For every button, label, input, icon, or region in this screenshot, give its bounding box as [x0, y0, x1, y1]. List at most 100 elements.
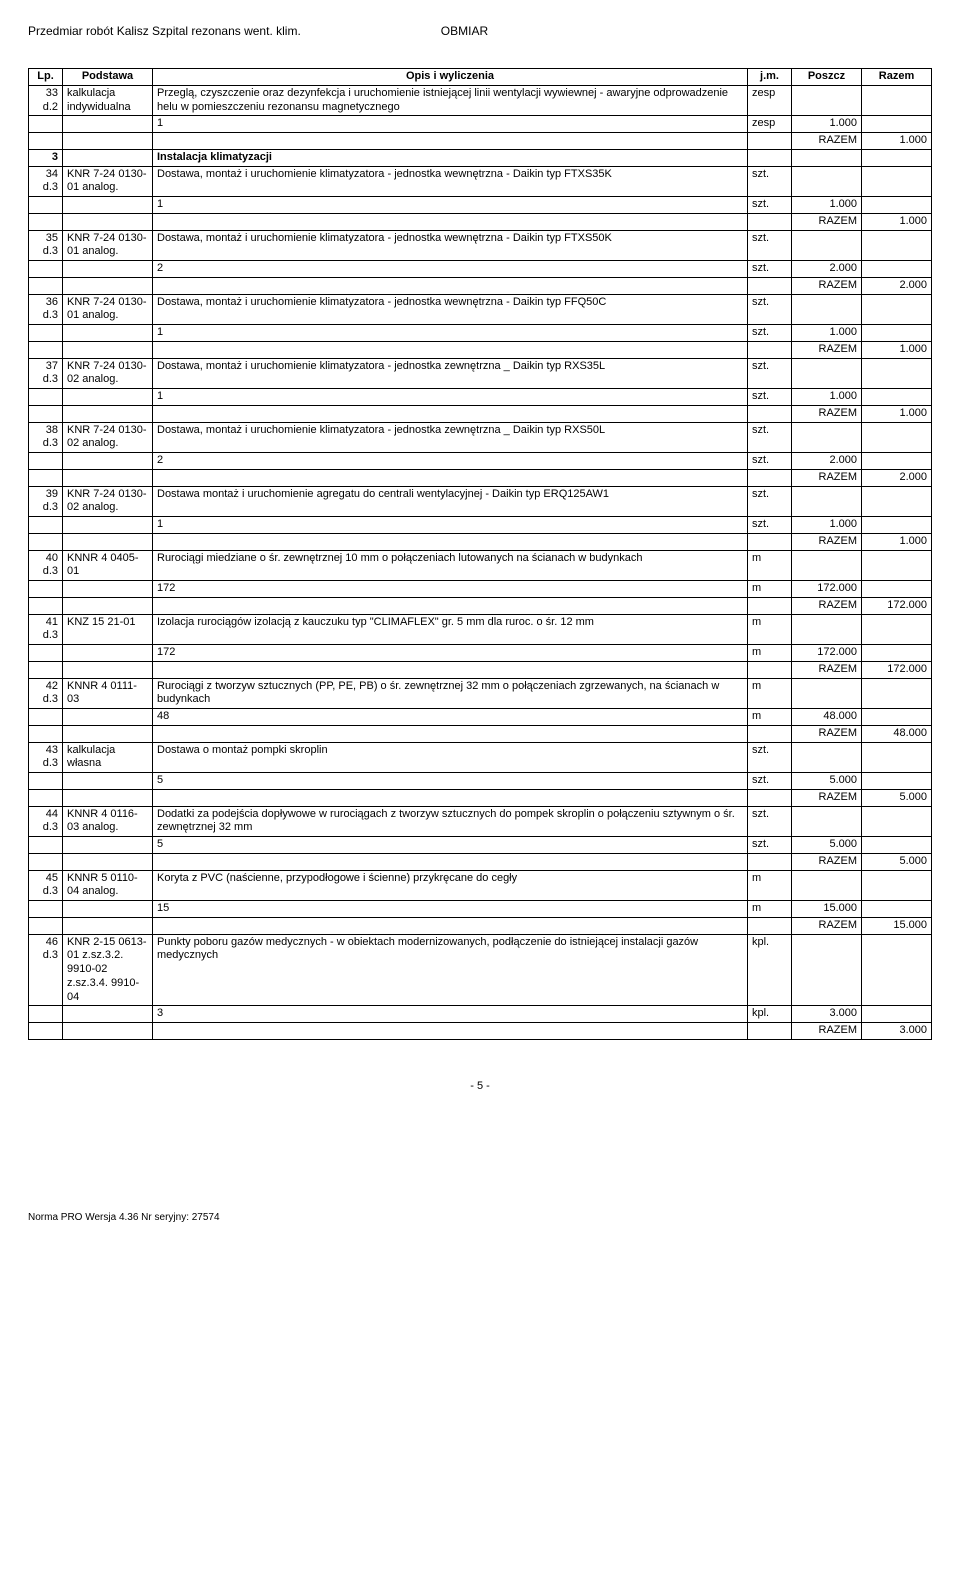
- table-header-row: Lp. Podstawa Opis i wyliczenia j.m. Posz…: [29, 69, 932, 86]
- cell-razem: [862, 678, 932, 709]
- cell-razem-label: RAZEM: [792, 1023, 862, 1040]
- cell-razem: [862, 422, 932, 453]
- cell-lp: [29, 709, 63, 726]
- cell-podstawa: [63, 213, 153, 230]
- cell-podstawa: [63, 389, 153, 406]
- cell-lp: 45d.3: [29, 870, 63, 901]
- cell-razem: [862, 934, 932, 1006]
- cell-lp: [29, 453, 63, 470]
- table-razem-row: RAZEM1.000: [29, 133, 932, 150]
- cell-poszcz: 1.000: [792, 389, 862, 406]
- table-row: 34d.3KNR 7-24 0130-01 analog.Dostawa, mo…: [29, 166, 932, 197]
- cell-opis: [153, 789, 748, 806]
- cell-podstawa: [63, 1023, 153, 1040]
- page-header: Przedmiar robót Kalisz Szpital rezonans …: [28, 24, 932, 38]
- table-subrow: 15m15.000: [29, 901, 932, 918]
- table-razem-row: RAZEM2.000: [29, 277, 932, 294]
- table-row: 42d.3KNNR 4 0111-03Rurociągi z tworzyw s…: [29, 678, 932, 709]
- cell-podstawa: kalkulacja indywidualna: [63, 85, 153, 116]
- table-row: 37d.3KNR 7-24 0130-02 analog.Dostawa, mo…: [29, 358, 932, 389]
- cell-razem: [862, 742, 932, 773]
- table-razem-row: RAZEM5.000: [29, 789, 932, 806]
- cell-jm: szt.: [748, 325, 792, 342]
- cell-opis: Dostawa, montaż i uruchomienie klimatyza…: [153, 422, 748, 453]
- table-razem-row: RAZEM3.000: [29, 1023, 932, 1040]
- cell-jm: szt.: [748, 773, 792, 790]
- cell-poszcz: 2.000: [792, 261, 862, 278]
- cell-razem: [862, 389, 932, 406]
- cell-jm: [748, 213, 792, 230]
- cell-jm: [748, 725, 792, 742]
- cell-lp: [29, 389, 63, 406]
- cell-lp: 43d.3: [29, 742, 63, 773]
- cell-opis: Punkty poboru gazów medycznych - w obiek…: [153, 934, 748, 1006]
- header-left: Przedmiar robót Kalisz Szpital rezonans …: [28, 24, 301, 38]
- cell-podstawa: [63, 197, 153, 214]
- table-subrow: 172m172.000: [29, 645, 932, 662]
- cell-jm: [748, 149, 792, 166]
- cell-podstawa: KNR 2-15 0613-01 z.sz.3.2. 9910-02 z.sz.…: [63, 934, 153, 1006]
- cell-jm: szt.: [748, 742, 792, 773]
- cell-razem: [862, 581, 932, 598]
- cell-opis: 15: [153, 901, 748, 918]
- cell-jm: [748, 469, 792, 486]
- cell-opis: Rurociągi miedziane o śr. zewnętrznej 10…: [153, 550, 748, 581]
- cell-lp: 38d.3: [29, 422, 63, 453]
- cell-jm: m: [748, 901, 792, 918]
- cell-jm: szt.: [748, 486, 792, 517]
- table-razem-row: RAZEM15.000: [29, 917, 932, 934]
- cell-jm: m: [748, 614, 792, 645]
- cell-jm: [748, 277, 792, 294]
- cell-razem-value: 2.000: [862, 277, 932, 294]
- cell-lp: [29, 213, 63, 230]
- cell-podstawa: KNR 7-24 0130-01 analog.: [63, 166, 153, 197]
- obmiar-table: Lp. Podstawa Opis i wyliczenia j.m. Posz…: [28, 68, 932, 1040]
- cell-opis: 172: [153, 645, 748, 662]
- cell-lp: [29, 517, 63, 534]
- cell-opis: 3: [153, 1006, 748, 1023]
- cell-poszcz: [792, 806, 862, 837]
- table-row: 44d.3KNNR 4 0116-03 analog.Dodatki za po…: [29, 806, 932, 837]
- cell-razem-value: 1.000: [862, 405, 932, 422]
- cell-razem: [862, 870, 932, 901]
- cell-jm: zesp: [748, 116, 792, 133]
- table-subrow: 5szt.5.000: [29, 773, 932, 790]
- table-subrow: 1szt.1.000: [29, 325, 932, 342]
- col-jm: j.m.: [748, 69, 792, 86]
- cell-jm: m: [748, 581, 792, 598]
- cell-jm: m: [748, 870, 792, 901]
- cell-poszcz: 5.000: [792, 773, 862, 790]
- cell-jm: szt.: [748, 261, 792, 278]
- cell-opis: 1: [153, 197, 748, 214]
- cell-razem-label: RAZEM: [792, 405, 862, 422]
- cell-podstawa: KNR 7-24 0130-02 analog.: [63, 486, 153, 517]
- cell-razem: [862, 230, 932, 261]
- cell-poszcz: 3.000: [792, 1006, 862, 1023]
- cell-lp: [29, 533, 63, 550]
- cell-opis: 5: [153, 837, 748, 854]
- cell-opis: [153, 597, 748, 614]
- cell-lp: [29, 277, 63, 294]
- table-razem-row: RAZEM1.000: [29, 341, 932, 358]
- cell-jm: [748, 405, 792, 422]
- cell-opis: [153, 917, 748, 934]
- table-razem-row: RAZEM172.000: [29, 661, 932, 678]
- cell-podstawa: KNZ 15 21-01: [63, 614, 153, 645]
- cell-jm: szt.: [748, 837, 792, 854]
- cell-podstawa: [63, 661, 153, 678]
- cell-razem-value: 1.000: [862, 133, 932, 150]
- cell-lp: [29, 1023, 63, 1040]
- cell-poszcz: [792, 422, 862, 453]
- cell-lp: 46d.3: [29, 934, 63, 1006]
- cell-jm: [748, 597, 792, 614]
- table-row: 46d.3KNR 2-15 0613-01 z.sz.3.2. 9910-02 …: [29, 934, 932, 1006]
- cell-jm: [748, 1023, 792, 1040]
- cell-opis: Przeglą, czyszczenie oraz dezynfekcja i …: [153, 85, 748, 116]
- cell-podstawa: [63, 325, 153, 342]
- cell-podstawa: KNR 7-24 0130-02 analog.: [63, 358, 153, 389]
- table-row: 33d.2kalkulacja indywidualnaPrzeglą, czy…: [29, 85, 932, 116]
- cell-podstawa: KNR 7-24 0130-01 analog.: [63, 294, 153, 325]
- cell-razem-label: RAZEM: [792, 725, 862, 742]
- table-row: 40d.3KNNR 4 0405-01Rurociągi miedziane o…: [29, 550, 932, 581]
- cell-podstawa: KNR 7-24 0130-01 analog.: [63, 230, 153, 261]
